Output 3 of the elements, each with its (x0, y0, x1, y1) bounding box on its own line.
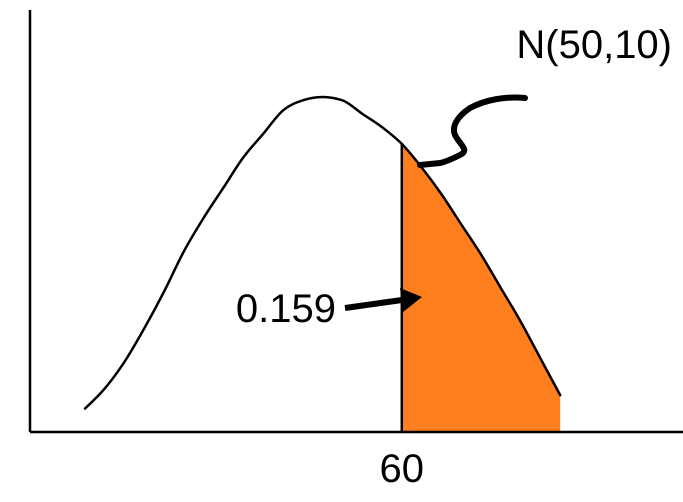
annotation: 0.159 (236, 287, 336, 331)
text: 60 (380, 447, 424, 491)
text: N(50,10) (516, 23, 672, 67)
